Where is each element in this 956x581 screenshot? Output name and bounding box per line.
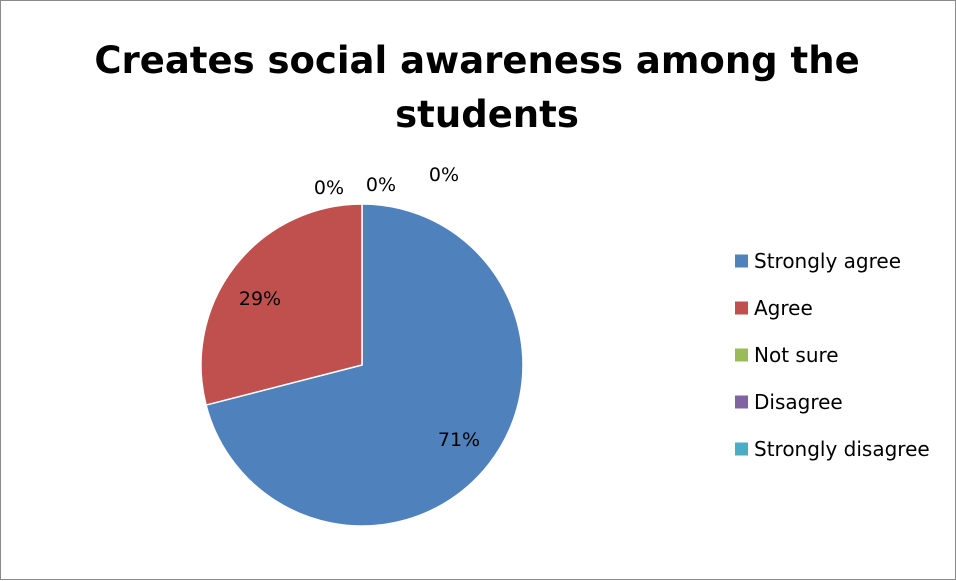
legend-label: Strongly disagree xyxy=(754,437,930,461)
legend-swatch xyxy=(735,395,748,409)
legend-item-disagree: Disagree xyxy=(735,390,843,414)
data-label-agree: 29% xyxy=(239,288,281,310)
legend-label: Not sure xyxy=(754,343,839,367)
legend-swatch xyxy=(735,442,748,456)
pie-slice-strongly-agree xyxy=(205,203,524,527)
data-labels: 71% 29% 0% 0% 0% xyxy=(239,164,480,451)
legend-swatch xyxy=(735,301,748,315)
pie-slices xyxy=(200,203,524,527)
legend: Strongly agree Agree Not sure Disagree Stron… xyxy=(735,249,930,461)
chart-title-line-1: Creates social awareness among the xyxy=(94,39,859,82)
legend-label: Disagree xyxy=(754,390,843,414)
legend-item-agree: Agree xyxy=(735,296,813,320)
legend-item-strongly-disagree: Strongly disagree xyxy=(735,437,930,461)
legend-item-not-sure: Not sure xyxy=(735,343,839,367)
legend-swatch xyxy=(735,348,748,362)
legend-swatch xyxy=(735,254,748,268)
data-label-strongly-agree: 71% xyxy=(438,429,480,451)
legend-label: Strongly agree xyxy=(754,249,901,273)
pie-slice-agree xyxy=(200,203,363,406)
data-label-strongly-disagree: 0% xyxy=(429,164,459,186)
chart-title-line-2: students xyxy=(395,93,579,136)
legend-item-strongly-agree: Strongly agree xyxy=(735,249,901,273)
legend-label: Agree xyxy=(754,296,813,320)
data-label-disagree: 0% xyxy=(366,174,396,196)
data-label-not-sure: 0% xyxy=(314,177,344,199)
